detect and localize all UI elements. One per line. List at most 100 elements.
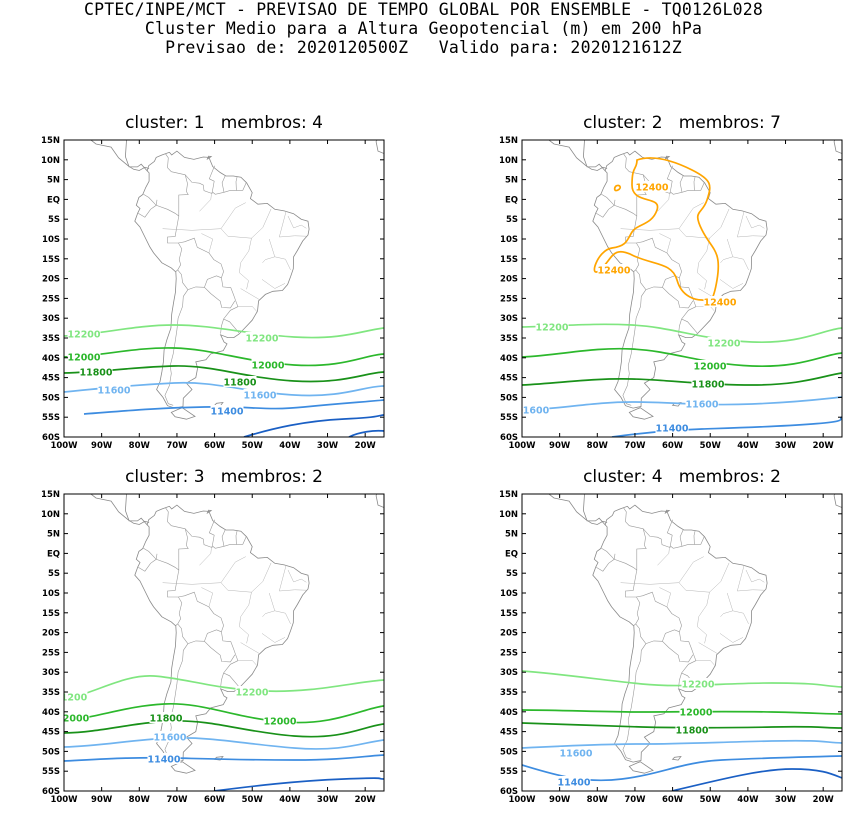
contour-line-12200	[64, 675, 384, 700]
lat-label: 5N	[47, 530, 60, 540]
contour-label-bg	[691, 378, 725, 389]
lon-label: 100W	[50, 795, 78, 805]
map-layer: 12200 12200 12000 12000 11800 11800 11600 11600…	[64, 140, 384, 437]
panel-title: cluster: 2 membros: 7	[583, 113, 781, 133]
contour-label: 11600	[685, 400, 718, 411]
central-america-coast	[124, 140, 148, 172]
country-border	[177, 269, 222, 291]
lon-label: 80W	[129, 795, 151, 805]
contour-label: 11600	[243, 391, 276, 402]
contour-line-11800	[522, 372, 842, 386]
contour-label: 11400	[655, 424, 688, 435]
africa-coast	[375, 494, 384, 508]
contour-label-bg	[557, 776, 591, 787]
lon-label: 20W	[355, 795, 377, 805]
contour-label-bg	[635, 181, 669, 192]
panel-map-4: 12200 12000 11800 11600 11400 15N 10N 5N EQ 5S 10S…	[499, 490, 843, 805]
lon-label: 70W	[166, 795, 188, 805]
country-border	[662, 641, 694, 663]
panel-title: cluster: 4 membros: 2	[583, 467, 781, 487]
lat-label: 40S	[42, 354, 60, 364]
contour-label-bg	[522, 404, 550, 415]
country-border	[167, 215, 183, 273]
lon-label: 30W	[317, 795, 339, 805]
panel-map-1: 12200 12200 12000 12000 11800 11800 11600 11600…	[41, 136, 385, 451]
state-border	[240, 642, 260, 654]
contour-label: 11600	[153, 733, 186, 744]
contour-line-12400	[593, 157, 720, 303]
lat-label: 60S	[500, 433, 518, 443]
lat-label: 50S	[42, 747, 60, 757]
state-border	[697, 592, 710, 644]
contour-label: 12400	[703, 298, 736, 309]
contour-label: 12200	[245, 334, 278, 345]
state-border	[220, 556, 246, 583]
contour-label-bg	[79, 366, 113, 377]
contour-line-12000	[64, 347, 384, 367]
country-border	[601, 153, 647, 217]
contour-line-12200	[522, 323, 842, 343]
state-border	[162, 562, 272, 593]
map-frame	[521, 139, 843, 438]
country-border	[625, 215, 641, 273]
state-border	[278, 211, 307, 238]
country-border	[221, 175, 226, 193]
lon-label: 90W	[91, 795, 113, 805]
lon-label: 60W	[204, 441, 226, 451]
country-border	[636, 591, 698, 688]
contour-label-bg	[263, 715, 297, 726]
country-border	[635, 623, 680, 645]
state-border	[720, 592, 734, 617]
lat-label: 45S	[500, 374, 518, 384]
country-border	[143, 507, 189, 571]
state-border	[261, 279, 286, 289]
africa-coast	[833, 140, 842, 154]
header-line-3: Previsao de: 2020120500Z Valido para: 20…	[165, 38, 682, 57]
state-border	[719, 633, 744, 643]
lat-label: 10S	[42, 235, 60, 245]
contour-label-bg	[147, 753, 181, 764]
lat-label: 15N	[41, 136, 60, 146]
country-border	[622, 643, 647, 760]
lat-label: 5S	[506, 569, 518, 579]
panel-title: cluster: 1 membros: 4	[125, 113, 323, 133]
map-frame	[63, 139, 385, 438]
lon-label: 70W	[166, 441, 188, 451]
lat-label: 10N	[499, 510, 518, 520]
contour-label: 12200	[67, 330, 100, 341]
central-america-coast	[582, 494, 606, 526]
country-border	[212, 182, 247, 195]
south-america-coast	[592, 150, 768, 409]
state-border	[237, 306, 258, 313]
country-border	[235, 530, 238, 545]
africa-coast	[833, 494, 842, 508]
contour-label-bg	[707, 337, 741, 348]
contour-label: 12200	[535, 323, 568, 334]
contour-label-bg	[235, 686, 269, 697]
lon-label: 50W	[700, 441, 722, 451]
state-border	[620, 562, 730, 593]
contour-line-11600	[522, 739, 842, 749]
lat-label: 30S	[500, 668, 518, 678]
lat-label: 20S	[500, 275, 518, 285]
contour-line-11200	[348, 429, 384, 437]
contour-label-bg	[210, 405, 244, 416]
state-border	[201, 233, 213, 253]
lat-label: 15N	[499, 136, 518, 146]
lat-label: 15N	[499, 490, 518, 500]
lat-label: 55S	[500, 413, 518, 423]
map-layer: 12400 12400 12400 12200 12200 12000 11800 1600 1…	[522, 140, 842, 437]
lon-label: 20W	[355, 441, 377, 451]
contour-line-11800	[64, 365, 384, 383]
central-america-coast	[90, 140, 150, 171]
lat-label: 5N	[47, 176, 60, 186]
contour-label: 1200	[61, 693, 88, 704]
lat-label: 35S	[42, 334, 60, 344]
south-america-coast	[134, 504, 310, 763]
lat-label: 40S	[500, 354, 518, 364]
lat-label: 35S	[42, 688, 60, 698]
lat-label: 5S	[48, 569, 60, 579]
lon-label: 90W	[91, 441, 113, 451]
lat-label: 5N	[505, 530, 518, 540]
state-border	[678, 202, 704, 229]
